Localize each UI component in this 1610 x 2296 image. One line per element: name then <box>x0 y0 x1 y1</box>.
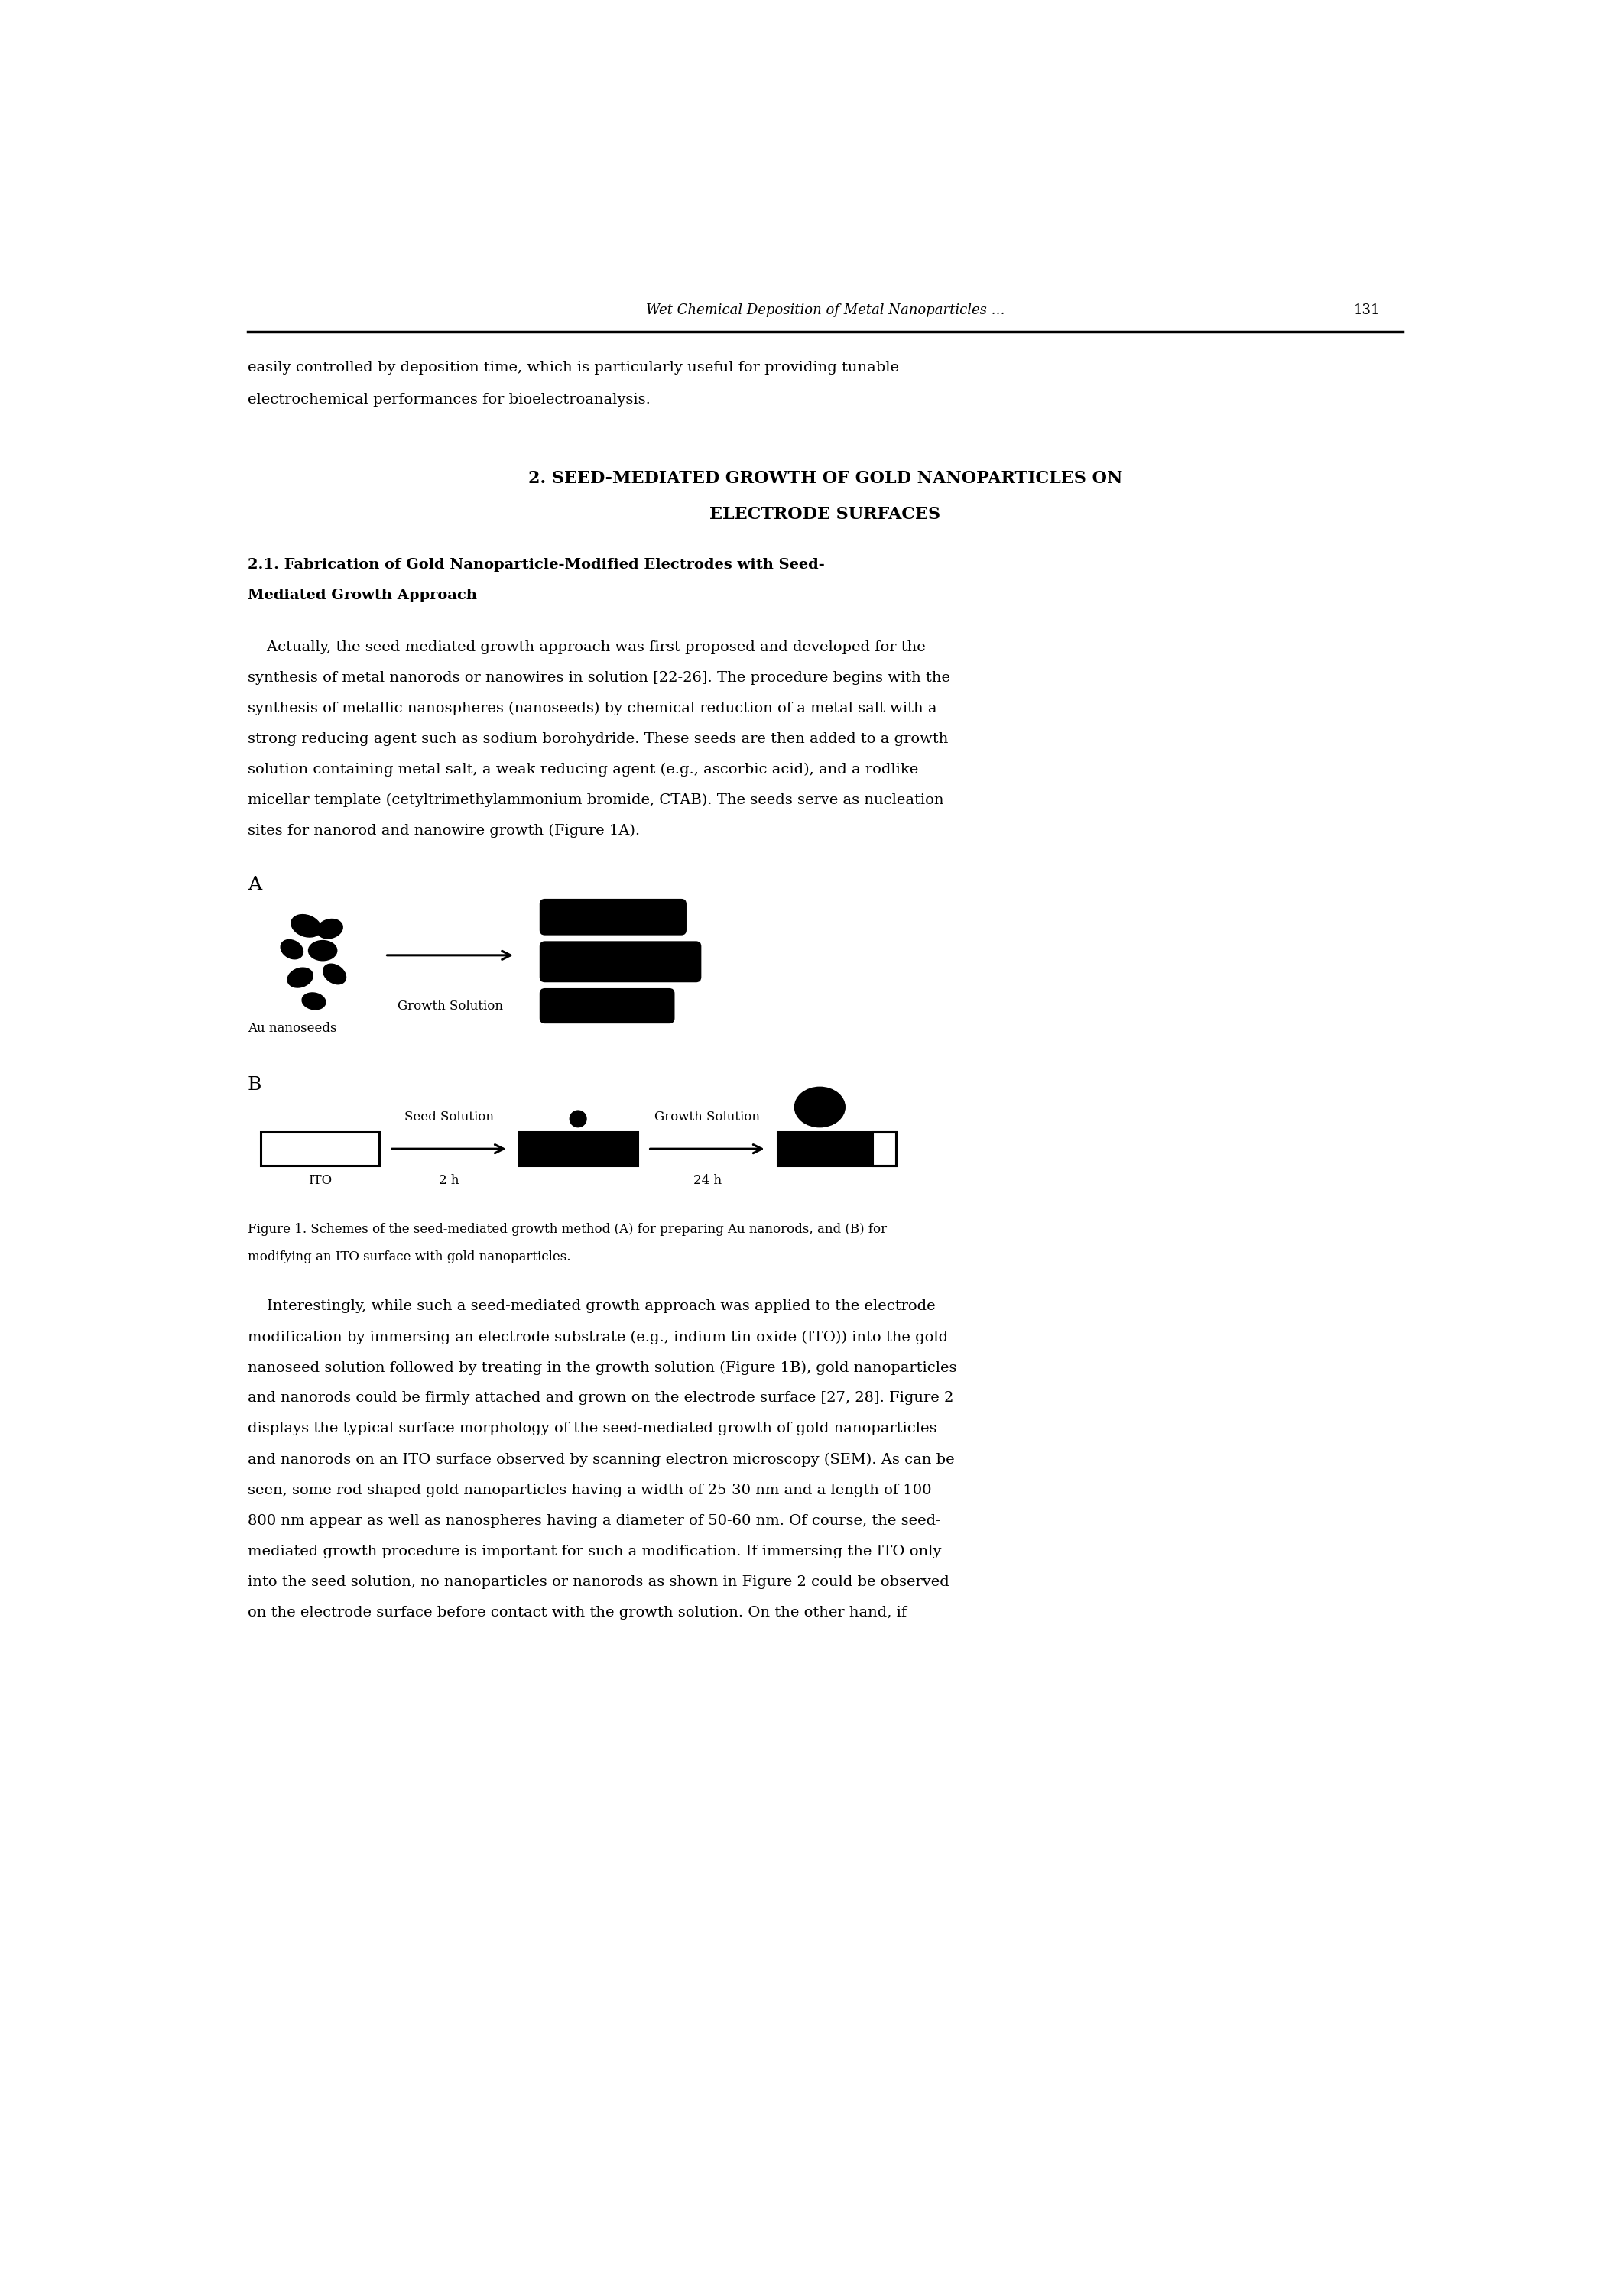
Text: into the seed solution, no nanoparticles or nanorods as shown in Figure 2 could : into the seed solution, no nanoparticles… <box>248 1575 948 1589</box>
Bar <box>778 1132 873 1166</box>
Bar <box>873 1132 895 1166</box>
Ellipse shape <box>795 1086 845 1127</box>
Ellipse shape <box>291 914 320 937</box>
Text: Wet Chemical Deposition of Metal Nanoparticles …: Wet Chemical Deposition of Metal Nanopar… <box>646 303 1005 317</box>
Text: Figure 1. Schemes of the seed-mediated growth method (A) for preparing Au nanoro: Figure 1. Schemes of the seed-mediated g… <box>248 1224 887 1235</box>
FancyBboxPatch shape <box>539 941 702 983</box>
Bar <box>778 1132 895 1166</box>
Text: Au nanoseeds: Au nanoseeds <box>248 1022 336 1035</box>
Text: 800 nm appear as well as nanospheres having a diameter of 50-60 nm. Of course, t: 800 nm appear as well as nanospheres hav… <box>248 1513 940 1527</box>
Ellipse shape <box>280 939 303 960</box>
Text: Actually, the seed-mediated growth approach was first proposed and developed for: Actually, the seed-mediated growth appro… <box>248 641 926 654</box>
Text: displays the typical surface morphology of the seed-mediated growth of gold nano: displays the typical surface morphology … <box>248 1421 937 1435</box>
Text: micellar template (cetyltrimethylammonium bromide, CTAB). The seeds serve as nuc: micellar template (cetyltrimethylammoniu… <box>248 794 943 808</box>
Text: 2. SEED-MEDIATED GROWTH OF GOLD NANOPARTICLES ON: 2. SEED-MEDIATED GROWTH OF GOLD NANOPART… <box>528 471 1122 487</box>
Text: on the electrode surface before contact with the growth solution. On the other h: on the electrode surface before contact … <box>248 1605 906 1619</box>
Text: Growth Solution: Growth Solution <box>398 999 502 1013</box>
Ellipse shape <box>317 918 343 939</box>
Text: 2 h: 2 h <box>440 1173 459 1187</box>
Text: and nanorods could be firmly attached and grown on the electrode surface [27, 28: and nanorods could be firmly attached an… <box>248 1391 953 1405</box>
Text: modification by immersing an electrode substrate (e.g., indium tin oxide (ITO)) : modification by immersing an electrode s… <box>248 1329 948 1343</box>
Text: synthesis of metallic nanospheres (nanoseeds) by chemical reduction of a metal s: synthesis of metallic nanospheres (nanos… <box>248 703 937 716</box>
Text: 131: 131 <box>1354 303 1380 317</box>
Text: seen, some rod-shaped gold nanoparticles having a width of 25-30 nm and a length: seen, some rod-shaped gold nanoparticles… <box>248 1483 937 1497</box>
Text: A: A <box>248 875 261 893</box>
Text: Seed Solution: Seed Solution <box>404 1111 494 1123</box>
Text: strong reducing agent such as sodium borohydride. These seeds are then added to : strong reducing agent such as sodium bor… <box>248 732 948 746</box>
FancyBboxPatch shape <box>539 898 686 934</box>
Bar <box>518 1132 638 1166</box>
Ellipse shape <box>324 964 346 985</box>
Text: ITO: ITO <box>308 1173 332 1187</box>
Text: easily controlled by deposition time, which is particularly useful for providing: easily controlled by deposition time, wh… <box>248 360 898 374</box>
Text: mediated growth procedure is important for such a modification. If immersing the: mediated growth procedure is important f… <box>248 1545 942 1559</box>
Text: and nanorods on an ITO surface observed by scanning electron microscopy (SEM). A: and nanorods on an ITO surface observed … <box>248 1453 955 1467</box>
Text: Interestingly, while such a seed-mediated growth approach was applied to the ele: Interestingly, while such a seed-mediate… <box>248 1300 935 1313</box>
Text: 2.1. Fabrication of Gold Nanoparticle-Modified Electrodes with Seed-: 2.1. Fabrication of Gold Nanoparticle-Mo… <box>248 558 824 572</box>
Ellipse shape <box>309 941 336 960</box>
Text: solution containing metal salt, a weak reducing agent (e.g., ascorbic acid), and: solution containing metal salt, a weak r… <box>248 762 918 776</box>
Ellipse shape <box>570 1111 586 1127</box>
Ellipse shape <box>288 967 312 987</box>
Bar <box>261 1132 378 1166</box>
Text: synthesis of metal nanorods or nanowires in solution [22-26]. The procedure begi: synthesis of metal nanorods or nanowires… <box>248 670 950 684</box>
Text: sites for nanorod and nanowire growth (Figure 1A).: sites for nanorod and nanowire growth (F… <box>248 824 639 838</box>
Ellipse shape <box>303 992 325 1010</box>
Text: ELECTRODE SURFACES: ELECTRODE SURFACES <box>710 505 940 523</box>
FancyBboxPatch shape <box>539 987 675 1024</box>
Text: Growth Solution: Growth Solution <box>655 1111 760 1123</box>
Text: nanoseed solution followed by treating in the growth solution (Figure 1B), gold : nanoseed solution followed by treating i… <box>248 1362 956 1375</box>
Text: Mediated Growth Approach: Mediated Growth Approach <box>248 588 477 602</box>
Text: 24 h: 24 h <box>692 1173 721 1187</box>
Text: electrochemical performances for bioelectroanalysis.: electrochemical performances for bioelec… <box>248 393 650 406</box>
Text: B: B <box>248 1077 261 1093</box>
Text: modifying an ITO surface with gold nanoparticles.: modifying an ITO surface with gold nanop… <box>248 1249 570 1263</box>
